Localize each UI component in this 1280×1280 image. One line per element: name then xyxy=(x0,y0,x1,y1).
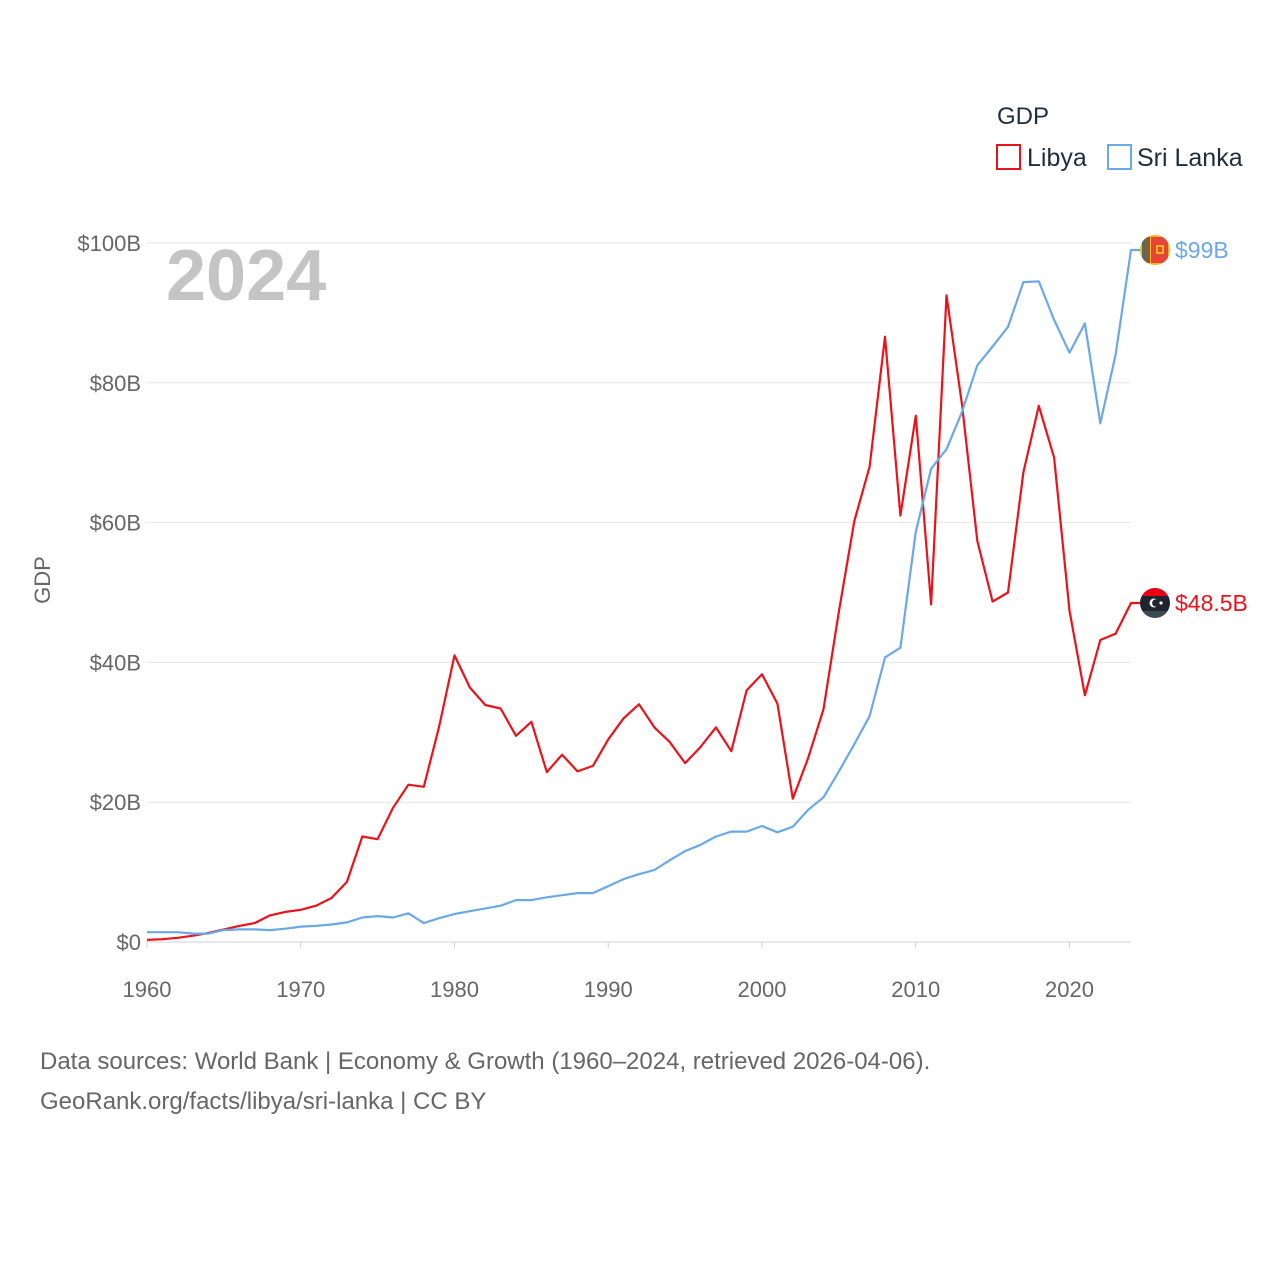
source-line-2[interactable]: GeoRank.org/facts/libya/sri-lanka | CC B… xyxy=(40,1088,487,1115)
y-tick-label: $100B xyxy=(77,231,141,256)
x-tick-label: 1990 xyxy=(584,977,633,1002)
series-line-libya[interactable] xyxy=(146,294,1141,941)
series-lines xyxy=(146,248,1141,941)
y-tick-label: $80B xyxy=(90,371,141,396)
y-tick-label: $40B xyxy=(90,650,141,675)
year-label: 2024 xyxy=(166,236,326,316)
end-label-sri-lanka: $99B xyxy=(1175,237,1229,263)
x-tick-label: 1960 xyxy=(123,977,172,1002)
y-axis-label: GDP xyxy=(30,556,55,604)
flag-marker-sri-lanka xyxy=(1140,234,1170,265)
legend-item-sri-lanka[interactable]: Sri Lanka xyxy=(1107,144,1243,172)
source-line-1: Data sources: World Bank | Economy & Gro… xyxy=(40,1048,931,1075)
legend-title: GDP xyxy=(997,103,1049,130)
y-tick-label: $60B xyxy=(90,511,141,536)
x-tick-label: 1970 xyxy=(276,977,325,1002)
legend-label-libya: Libya xyxy=(1027,144,1087,172)
x-tick-label: 2000 xyxy=(738,977,787,1002)
y-tick-label: $0 xyxy=(117,930,141,955)
source-note: Data sources: World Bank | Economy & Gro… xyxy=(40,1042,930,1122)
x-tick-label: 1980 xyxy=(430,977,479,1002)
legend-label-sri-lanka: Sri Lanka xyxy=(1137,144,1243,172)
y-tick-label: $20B xyxy=(90,790,141,815)
grid xyxy=(147,242,1131,943)
end-label-libya: $48.5B xyxy=(1175,590,1248,616)
x-tick-label: 2010 xyxy=(891,977,940,1002)
legend-swatch-libya xyxy=(996,144,1021,170)
x-tick-label: 2020 xyxy=(1045,977,1094,1002)
x-ticks: 1960 1970 1980 1990 2000 2010 2020 xyxy=(123,942,1094,1002)
y-ticks: $0 $20B $40B $60B $80B $100B xyxy=(77,231,141,955)
series-end-markers: $48.5B $99B xyxy=(1140,234,1248,618)
flag-marker-libya xyxy=(1140,587,1170,618)
series-line-sri-lanka[interactable] xyxy=(147,248,1141,935)
legend-item-libya[interactable]: Libya xyxy=(996,144,1087,172)
legend-swatch-sri-lanka xyxy=(1107,144,1132,170)
